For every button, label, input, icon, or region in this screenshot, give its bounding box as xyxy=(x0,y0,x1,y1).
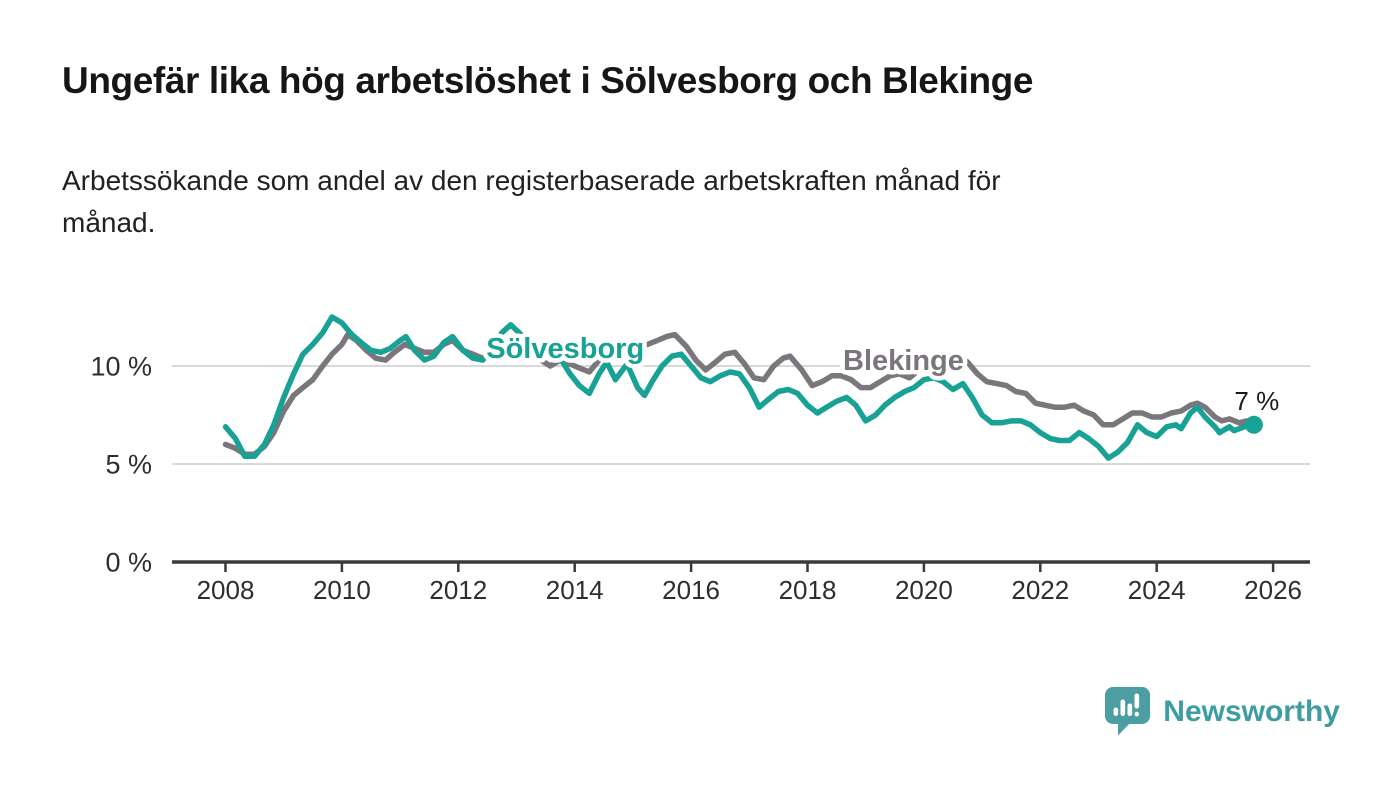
x-tick-label-2014: 2014 xyxy=(546,575,604,605)
subtitle-line-1: Arbetssökande som andel av den registerb… xyxy=(62,165,1001,196)
series-label-sölvesborg: Sölvesborg xyxy=(486,333,644,365)
x-tick-label-2020: 2020 xyxy=(895,575,953,605)
x-tick-label-2018: 2018 xyxy=(779,575,837,605)
end-value-annotation: 7 % xyxy=(1234,386,1279,416)
y-tick-label-0: 0 % xyxy=(105,548,152,578)
end-point-dot xyxy=(1244,415,1263,434)
y-tick-label-5: 5 % xyxy=(105,450,152,480)
chart-subtitle: Arbetssökande som andel av den registerb… xyxy=(62,160,1001,244)
x-tick-label-2022: 2022 xyxy=(1011,575,1069,605)
newsworthy-chart-bubble-icon xyxy=(1105,687,1151,736)
x-tick-label-2024: 2024 xyxy=(1128,575,1186,605)
x-tick-label-2026: 2026 xyxy=(1244,575,1302,605)
subtitle-line-2: månad. xyxy=(62,207,156,238)
y-tick-label-10: 10 % xyxy=(90,352,152,382)
series-line-sölvesborg xyxy=(222,314,1257,461)
x-tick-label-2016: 2016 xyxy=(662,575,720,605)
series-label-blekinge: Blekinge xyxy=(843,345,964,377)
brand-footer: Newsworthy xyxy=(1105,687,1340,737)
x-tick-label-2008: 2008 xyxy=(197,575,255,605)
x-tick-label-2012: 2012 xyxy=(429,575,487,605)
x-tick-label-2010: 2010 xyxy=(313,575,371,605)
series-line-blekinge xyxy=(222,331,1257,457)
chart-title: Ungefär lika hög arbetslöshet i Sölvesbo… xyxy=(62,60,1034,101)
brand-name: Newsworthy xyxy=(1163,695,1340,728)
